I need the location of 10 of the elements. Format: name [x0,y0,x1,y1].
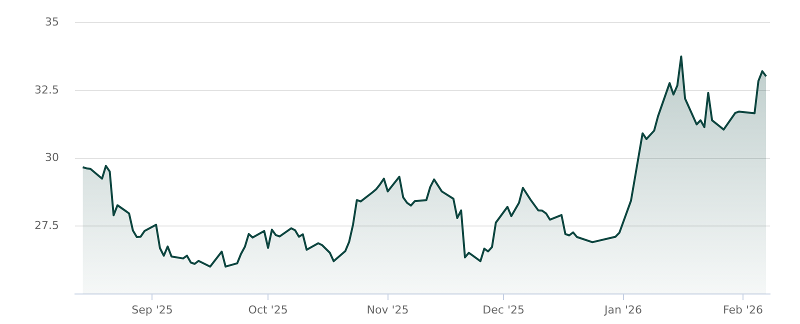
x-tick-label: Nov '25 [366,303,409,316]
y-tick-label: 27.5 [34,219,59,232]
x-tick-label: Sep '25 [132,303,173,316]
y-tick-label: 30 [45,151,59,164]
y-tick-label: 32.5 [34,83,59,96]
x-tick-label: Dec '25 [482,303,524,316]
x-tick-label: Jan '26 [604,303,642,316]
x-tick-label: Oct '25 [248,303,288,316]
x-tick-label: Feb '26 [722,303,763,316]
y-tick-label: 35 [45,15,59,28]
